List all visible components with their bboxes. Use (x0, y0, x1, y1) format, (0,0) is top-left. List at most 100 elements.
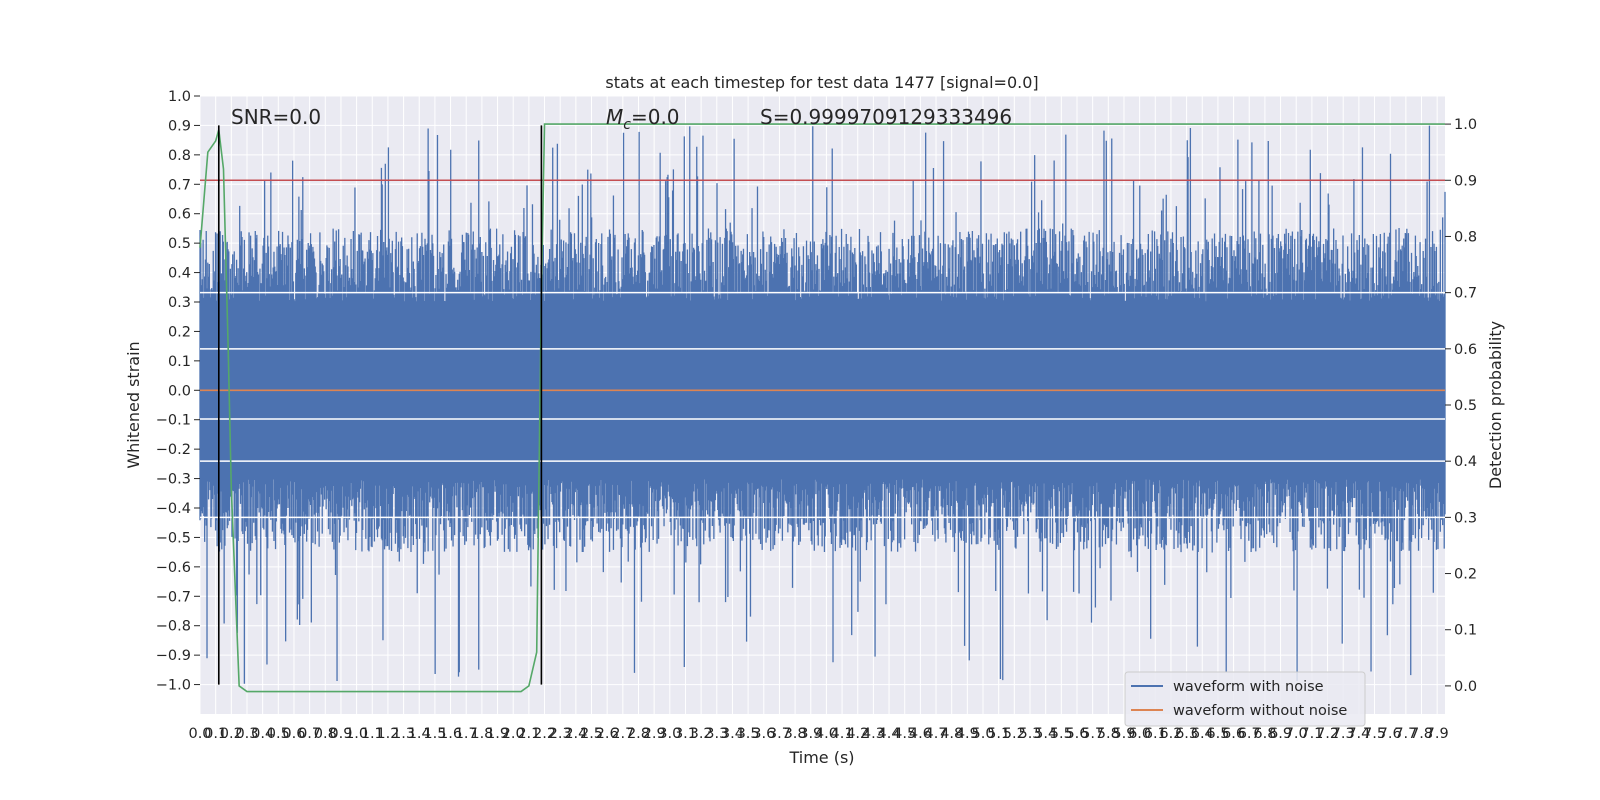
x-tick-label: 5.2 (1003, 726, 1026, 742)
x-tick-label: 6.6 (1222, 726, 1245, 742)
x-tick-label: 2.9 (643, 726, 666, 742)
x-tick-label: 3.9 (799, 726, 822, 742)
legend-box (1124, 671, 1366, 727)
x-tick-label: 0.3 (235, 726, 258, 742)
tick-labels: −1.0 −0.9 −0.8 −0.7 −0.6 −0.5 −0.4 −0.3 −0.2 −0.1… (156, 89, 1477, 742)
y-tick-label: 0.3 (168, 295, 191, 311)
overlay-lines (199, 123, 1445, 693)
x-tick-label: 4.4 (878, 726, 901, 742)
x-tick-label: 0.6 (282, 726, 305, 742)
y2-tick-label: 1.0 (1454, 117, 1477, 133)
x-tick-label: 3.6 (752, 726, 775, 742)
x-tick-label: 7.9 (1426, 726, 1449, 742)
x-tick-label: 5.9 (1112, 726, 1135, 742)
x-tick-label: 4.1 (831, 726, 854, 742)
x-tick-label: 1.2 (376, 726, 399, 742)
x-tick-label: 5.3 (1018, 726, 1041, 742)
y-tick-label: 0.1 (168, 354, 191, 370)
x-tick-label: 4.6 (909, 726, 932, 742)
x-tick-label: 0.2 (220, 726, 243, 742)
y-tick-label: −0.1 (156, 413, 191, 429)
x-tick-label: 4.8 (940, 726, 963, 742)
x-tick-label: 7.5 (1363, 726, 1386, 742)
x-tick-label: 2.4 (564, 726, 587, 742)
y-tick-label: 0.0 (168, 383, 191, 399)
x-tick-label: 4.3 (862, 726, 885, 742)
y2-tick-label: 0.3 (1454, 510, 1477, 526)
x-axis-label: Time (s) (788, 748, 854, 767)
y-tick-label: −0.8 (156, 619, 191, 635)
x-tick-label: 1.6 (439, 726, 462, 742)
x-tick-label: 3.1 (674, 726, 697, 742)
x-tick-label: 7.0 (1285, 726, 1308, 742)
y-tick-label: 0.2 (168, 324, 191, 340)
x-tick-label: 7.6 (1379, 726, 1402, 742)
x-tick-label: 2.0 (502, 726, 525, 742)
x-tick-label: 2.6 (596, 726, 619, 742)
x-tick-label: 3.5 (737, 726, 760, 742)
x-tick-label: 1.9 (486, 726, 509, 742)
x-tick-label: 6.8 (1253, 726, 1276, 742)
x-tick-label: 2.8 (627, 726, 650, 742)
legend: waveform with noise waveform without noi… (1124, 671, 1366, 727)
x-tick-label: 6.0 (1128, 726, 1151, 742)
x-tick-label: 7.2 (1316, 726, 1339, 742)
y-tick-label: 0.9 (168, 118, 191, 134)
x-tick-label: 0.0 (188, 726, 211, 742)
x-tick-label: 1.4 (408, 726, 431, 742)
y-tick-label: −0.2 (156, 442, 191, 458)
y-tick-label: −0.9 (156, 648, 191, 664)
x-tick-label: 7.7 (1394, 726, 1417, 742)
x-tick-label: 5.8 (1097, 726, 1120, 742)
x-tick-label: 3.4 (721, 726, 744, 742)
y2-tick-label: 0.8 (1454, 229, 1477, 245)
x-tick-label: 6.1 (1144, 726, 1167, 742)
x-tick-label: 1.5 (423, 726, 446, 742)
annotation-snr: SNR=0.0 (231, 105, 321, 129)
y-tick-label: 0.8 (168, 148, 191, 164)
x-tick-label: 6.5 (1206, 726, 1229, 742)
x-tick-label: 6.3 (1175, 726, 1198, 742)
y-tick-label: 0.4 (168, 266, 191, 282)
annotation-mc: Mc=0.0 (606, 105, 680, 133)
y2-tick-label: 0.1 (1454, 623, 1477, 639)
x-tick-label: 6.4 (1191, 726, 1214, 742)
y2-tick-label: 0.2 (1454, 567, 1477, 583)
y-tick-label: −0.5 (156, 530, 191, 546)
y-tick-label: 0.5 (168, 236, 191, 252)
x-tick-label: 7.3 (1332, 726, 1355, 742)
y2-tick-label: 0.4 (1454, 454, 1477, 470)
x-tick-label: 2.7 (611, 726, 634, 742)
x-tick-label: 1.1 (361, 726, 384, 742)
x-tick-label: 1.7 (455, 726, 478, 742)
x-tick-label: 5.6 (1065, 726, 1088, 742)
x-tick-label: 4.7 (925, 726, 948, 742)
waveform-with-noise-series (199, 125, 1446, 684)
y2-tick-label: 0.9 (1454, 173, 1477, 189)
y2-tick-label: 0.0 (1454, 679, 1477, 695)
legend-label-clean: waveform without noise (1173, 703, 1347, 719)
x-tick-label: 2.5 (580, 726, 603, 742)
x-tick-label: 5.4 (1034, 726, 1057, 742)
x-tick-label: 4.9 (956, 726, 979, 742)
y2-tick-label: 0.5 (1454, 398, 1477, 414)
x-tick-label: 0.9 (329, 726, 352, 742)
x-tick-label: 7.1 (1300, 726, 1323, 742)
x-tick-label: 0.4 (251, 726, 274, 742)
y2-tick-label: 0.6 (1454, 342, 1477, 358)
y-tick-label: −0.3 (156, 472, 191, 488)
y2-tick-label: 0.7 (1454, 286, 1477, 302)
x-tick-label: 5.7 (1081, 726, 1104, 742)
x-tick-label: 2.2 (533, 726, 556, 742)
noise-waveform-path (199, 125, 1446, 684)
x-tick-label: 5.1 (987, 726, 1010, 742)
x-tick-label: 1.3 (392, 726, 415, 742)
x-tick-label: 0.8 (314, 726, 337, 742)
y-tick-label: −0.4 (156, 501, 191, 517)
x-tick-label: 4.5 (893, 726, 916, 742)
x-tick-label: 0.7 (298, 726, 321, 742)
y-tick-label: 0.7 (168, 177, 191, 193)
chart-title: stats at each timestep for test data 147… (605, 73, 1038, 92)
x-tick-label: 6.9 (1269, 726, 1292, 742)
